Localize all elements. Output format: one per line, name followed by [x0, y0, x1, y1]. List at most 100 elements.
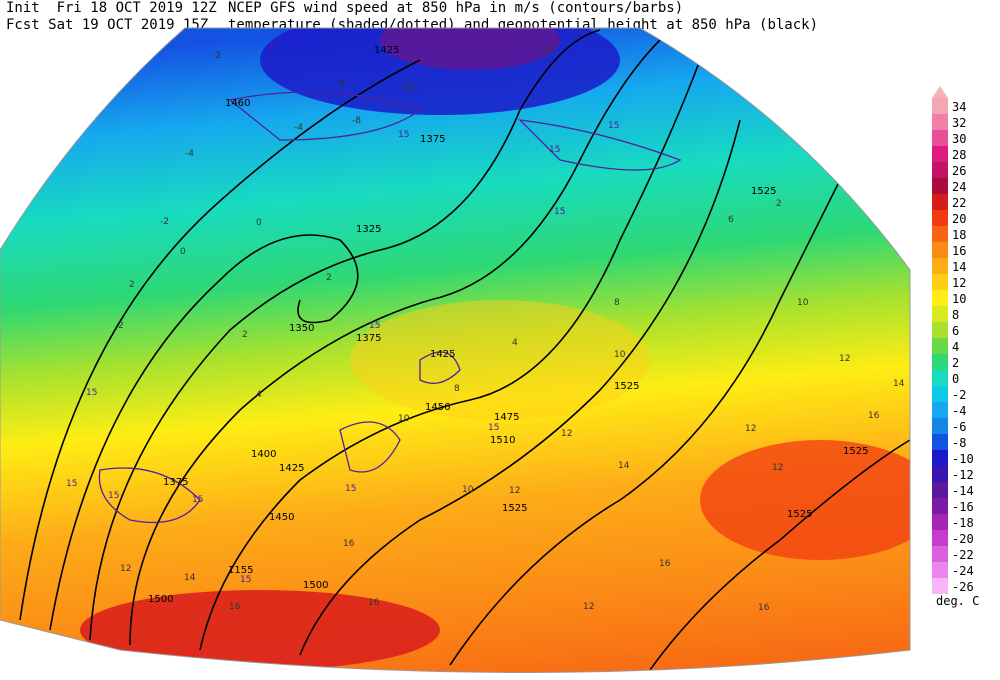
temp-label: 16 [229, 602, 241, 612]
legend-label: -26 [952, 580, 974, 594]
temp-label: 10 [614, 350, 626, 360]
legend-label: -6 [952, 420, 967, 434]
legend-label: 26 [952, 164, 967, 178]
temp-label: 8 [614, 298, 620, 308]
temp-label: 12 [583, 602, 594, 612]
legend-swatch [932, 242, 948, 258]
height-label: 1375 [356, 333, 381, 344]
temp-label: -12 [540, 45, 555, 55]
legend-swatch [932, 290, 948, 306]
legend-level: 14 [928, 258, 988, 274]
wind-label: 15 [369, 321, 380, 331]
temp-label: 16 [868, 411, 880, 421]
temp-label: -10 [400, 83, 415, 93]
legend-label: -2 [952, 388, 967, 402]
height-label: 1525 [787, 509, 812, 520]
temp-label: 4 [256, 390, 262, 400]
legend-level: 34 [928, 98, 988, 114]
temp-label: 2 [129, 280, 135, 290]
temp-label: 2 [326, 273, 332, 283]
height-label: 1155 [228, 565, 253, 576]
legend-level: 18 [928, 226, 988, 242]
temp-label: -4 [185, 149, 194, 159]
wind-label: 15 [268, 43, 279, 53]
temp-label: 12 [772, 463, 783, 473]
wind-label: 15 [608, 121, 619, 131]
height-label: 1425 [374, 45, 399, 56]
legend-label: -18 [952, 516, 974, 530]
temp-label: 16 [343, 539, 355, 549]
legend-level: -6 [928, 418, 988, 434]
wind-label: 15 [549, 145, 560, 155]
height-label: 1510 [490, 435, 515, 446]
legend-label: -20 [952, 532, 974, 546]
legend-level: -10 [928, 450, 988, 466]
legend-swatch [932, 370, 948, 386]
legend-swatch [932, 450, 948, 466]
temp-label: 2 [776, 199, 782, 209]
legend-label: 14 [952, 260, 967, 274]
temp-label: 10 [462, 485, 474, 495]
height-label: 1525 [843, 446, 868, 457]
temp-label: 6 [728, 215, 734, 225]
legend-level: -26 [928, 578, 988, 594]
wind-labels: 15 15 15 15 15 15 15 15 15 15 15 15 15 [66, 43, 619, 585]
legend-label: -16 [952, 500, 974, 514]
height-label: 1350 [289, 323, 314, 334]
legend-swatch [932, 562, 948, 578]
legend-level: -22 [928, 546, 988, 562]
temp-label: 16 [368, 598, 380, 608]
legend-swatch [932, 498, 948, 514]
legend-level: -16 [928, 498, 988, 514]
legend-level: -12 [928, 466, 988, 482]
legend-swatch [932, 338, 948, 354]
legend-level: 2 [928, 354, 988, 370]
description-line-1: NCEP GFS wind speed at 850 hPa in m/s (c… [228, 0, 684, 16]
legend-units: deg. C [936, 594, 980, 608]
legend-swatch [932, 274, 948, 290]
legend-level: 16 [928, 242, 988, 258]
height-label: 1425 [279, 463, 304, 474]
temp-label: 0 [256, 218, 262, 228]
legend-level: 30 [928, 130, 988, 146]
legend-swatch [932, 226, 948, 242]
height-label: 1460 [225, 98, 250, 109]
height-label: 1425 [430, 349, 455, 360]
temp-label: 14 [893, 379, 905, 389]
legend-swatch [932, 194, 948, 210]
legend-swatch [932, 98, 948, 114]
height-label: 1456 [425, 402, 450, 413]
height-label: 1525 [614, 381, 639, 392]
legend-label: 18 [952, 228, 967, 242]
legend-level: 24 [928, 178, 988, 194]
legend-level: -24 [928, 562, 988, 578]
legend-label: -22 [952, 548, 974, 562]
height-label: 1375 [163, 477, 188, 488]
legend-level: 10 [928, 290, 988, 306]
wind-label: 15 [86, 388, 97, 398]
header-init-forecast: Init Fri 18 OCT 2019 12Z Fcst Sat 19 OCT … [6, 0, 217, 34]
temp-label: 8 [454, 384, 460, 394]
legend-level: -18 [928, 514, 988, 530]
legend-level: 8 [928, 306, 988, 322]
height-label: 1450 [269, 512, 294, 523]
height-label: 1500 [303, 580, 328, 591]
legend-swatch [932, 434, 948, 450]
legend-swatch [932, 418, 948, 434]
legend-swatch [932, 386, 948, 402]
height-label: 1525 [502, 503, 527, 514]
temp-label: 2 [118, 321, 124, 331]
temp-label: 12 [561, 429, 572, 439]
legend-label: 2 [952, 356, 960, 370]
wind-label: 15 [240, 575, 251, 585]
legend-swatch [932, 546, 948, 562]
temp-label: 14 [618, 461, 630, 471]
legend-level: -2 [928, 386, 988, 402]
legend-label: -8 [952, 436, 967, 450]
legend-swatch [932, 178, 948, 194]
height-label: 1400 [251, 449, 276, 460]
legend-swatch [932, 578, 948, 594]
wind-label: 15 [192, 495, 203, 505]
legend-level: -20 [928, 530, 988, 546]
